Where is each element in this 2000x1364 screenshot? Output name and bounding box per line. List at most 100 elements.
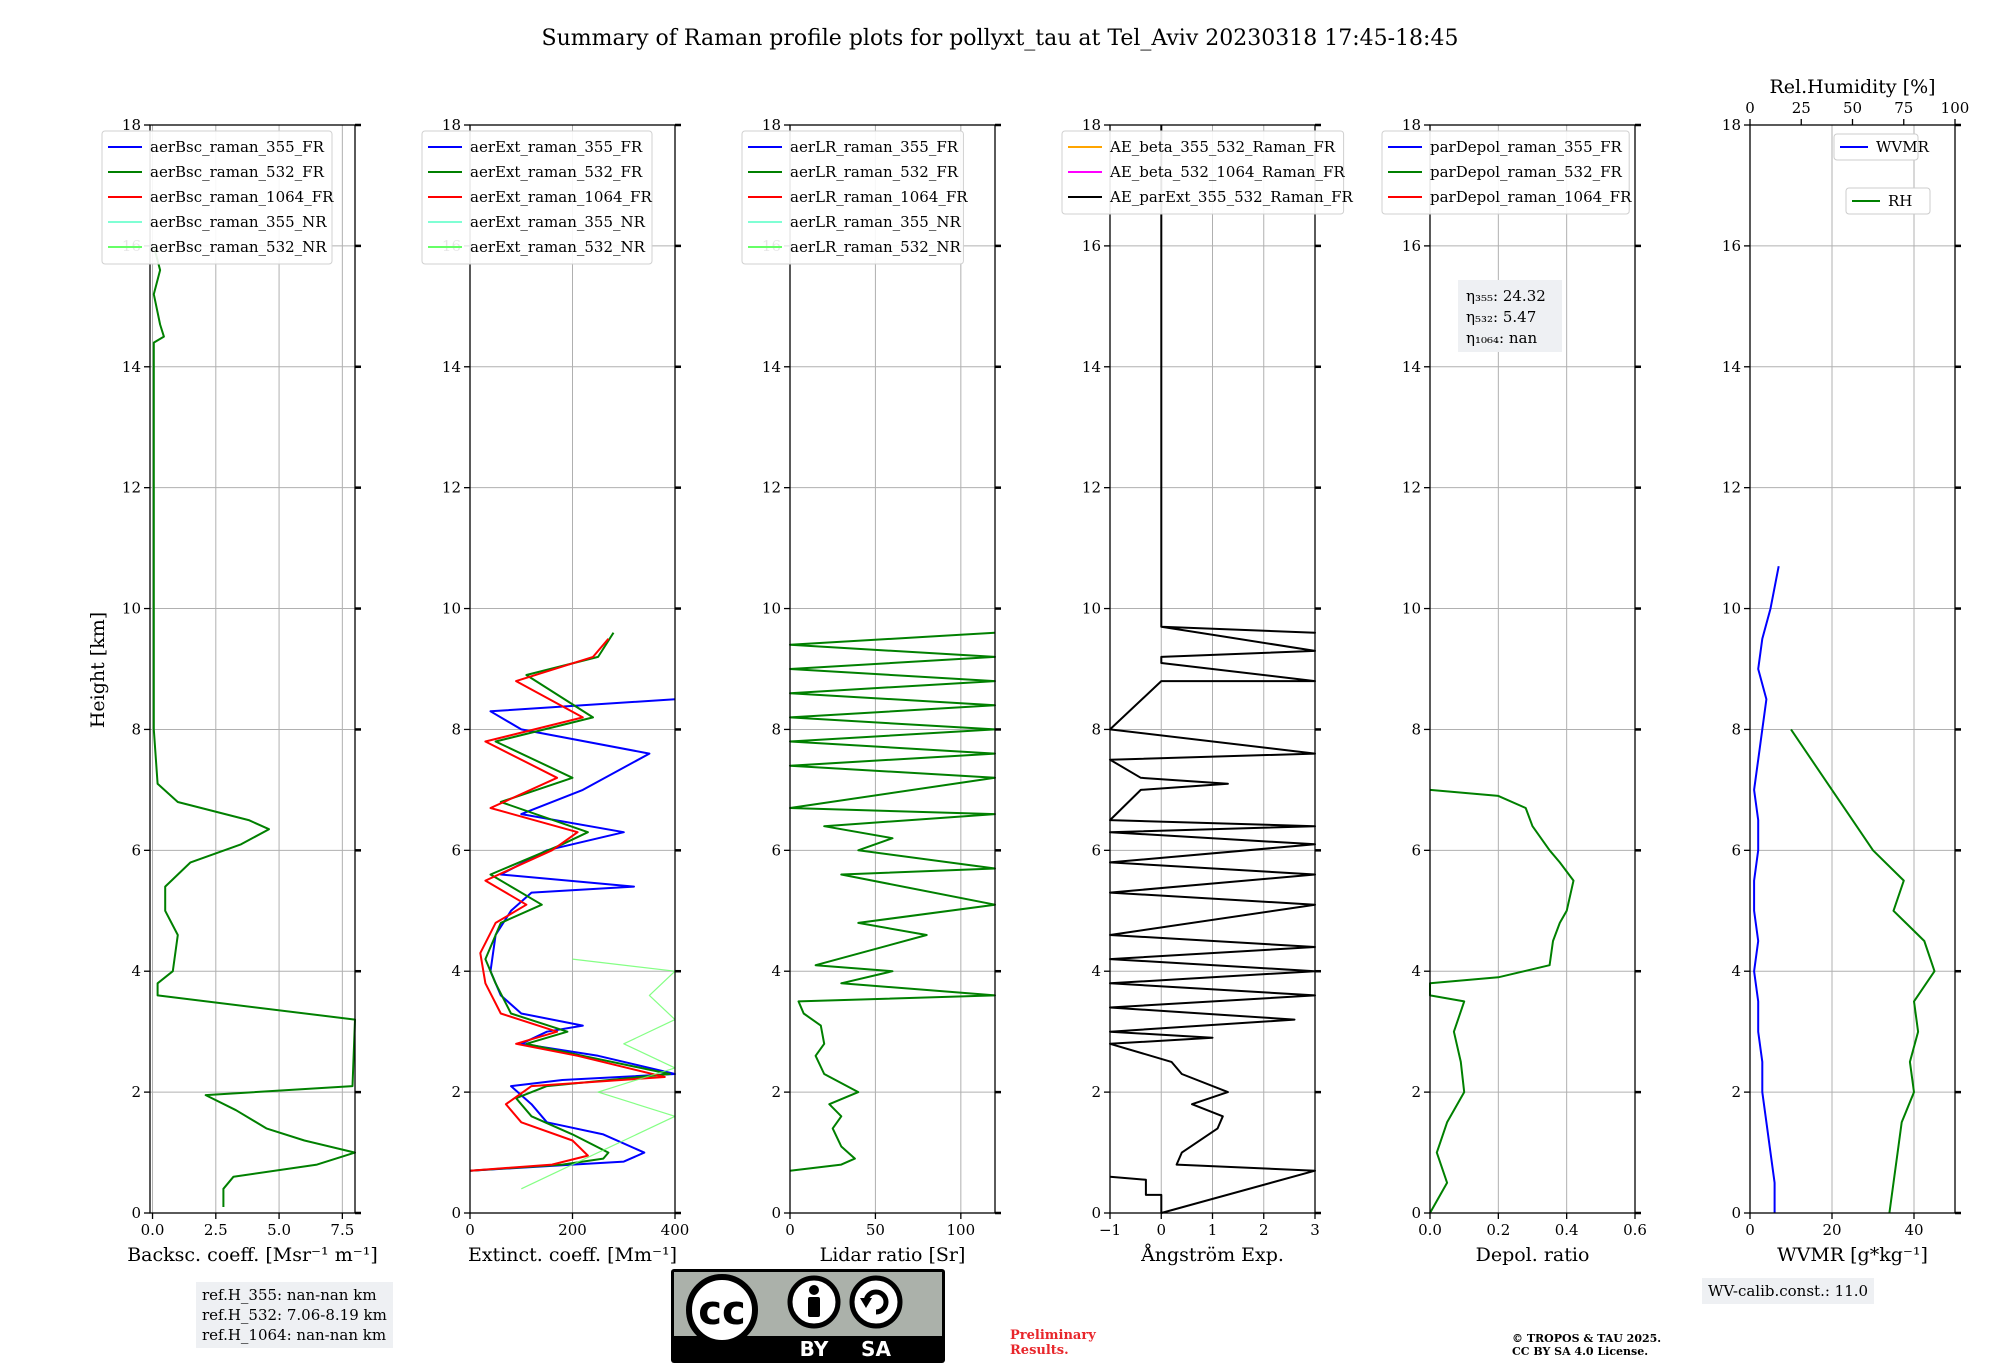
legend-entry: RH [1888,192,1912,210]
axes-frame [1749,124,1956,1214]
x-tick-label: 7.5 [330,1221,354,1239]
preliminary-results-note: Preliminary Results. [1010,1328,1096,1358]
legend-box [1833,133,1919,161]
y-tick-label: 12 [1402,479,1421,497]
cc-logo-icon [686,1274,758,1346]
y-tick-label: 2 [1411,1083,1421,1101]
ref-h-355: ref.H_355: nan-nan km [202,1286,377,1304]
x-tick-label: 0.0 [1418,1221,1442,1239]
x2-axis-label: Rel.Humidity [%] [1769,76,1935,98]
share-alike-icon [849,1275,903,1329]
y-tick-label: 18 [1402,116,1421,134]
y-tick-label: 4 [131,962,141,980]
x-tick-label: 0 [785,1221,795,1239]
copyright-note: © TROPOS & TAU 2025. CC BY SA 4.0 Licens… [1512,1332,1661,1358]
x-tick-label: 40 [1904,1221,1923,1239]
legend-entry: aerBsc_raman_532_NR [150,238,327,256]
y-tick-label: 2 [131,1083,141,1101]
legend-entry: parDepol_raman_1064_FR [1430,188,1632,206]
x2-tick-label: 100 [1941,99,1970,117]
cc-logo-text: cc [698,1288,745,1334]
y-tick-label: 12 [1722,479,1741,497]
y-tick-label: 10 [762,600,781,618]
y-tick-label: 0 [1091,1204,1101,1222]
legend-entry: aerExt_raman_1064_FR [470,188,652,206]
y-tick-label: 6 [1411,841,1421,859]
depol-annotation-line: η₅₃₂: 5.47 [1466,308,1536,326]
legend-entry: aerExt_raman_355_FR [470,138,643,156]
y-tick-label: 6 [771,841,781,859]
axes-frame [789,124,996,1214]
x-tick-label: 2.5 [204,1221,228,1239]
y-tick-label: 2 [451,1083,461,1101]
y-tick-label: 0 [131,1204,141,1222]
series-line-RH [1790,728,1936,1214]
y-tick-label: 8 [451,720,461,738]
y-tick-label: 0 [1731,1204,1741,1222]
y-tick-label: 12 [122,479,141,497]
y-tick-label: 8 [1411,720,1421,738]
x-axis-label: Lidar ratio [Sr] [820,1244,966,1266]
preliminary-line-1: Preliminary [1010,1328,1096,1343]
y-tick-label: 4 [451,962,461,980]
x-tick-label: 1 [1208,1221,1218,1239]
legend-entry: aerBsc_raman_355_NR [150,213,327,231]
y-tick-label: 16 [1402,237,1421,255]
x-tick-label: 0.6 [1623,1221,1647,1239]
legend-entry: aerExt_raman_355_NR [470,213,646,231]
x-axis-label: Backsc. coeff. [Msr⁻¹ m⁻¹] [127,1244,378,1266]
x-tick-label: 0.0 [141,1221,165,1239]
y-tick-label: 14 [1722,358,1741,376]
x-tick-label: 5.0 [267,1221,291,1239]
series-line-aerExt_raman_355_FR [469,698,676,1172]
series-line-aerLR_raman_532_FR [789,631,996,1172]
ref-h-1064: ref.H_1064: nan-nan km [202,1326,387,1344]
x2-tick-label: 50 [1843,99,1862,117]
y-tick-label: 18 [442,116,461,134]
y-tick-label: 6 [131,841,141,859]
y-tick-label: 6 [451,841,461,859]
x2-tick-label: 25 [1792,99,1811,117]
legend-box [1061,130,1345,215]
by-label: BY [800,1337,829,1361]
x-axis-label: Extinct. coeff. [Mm⁻¹] [468,1244,677,1266]
y-tick-label: 10 [1082,600,1101,618]
x-tick-label: 0 [1156,1221,1166,1239]
y-tick-label: 16 [1082,237,1101,255]
preliminary-line-2: Results. [1010,1343,1069,1358]
x-axis-label: WVMR [g*kg⁻¹] [1777,1244,1928,1266]
y-tick-label: 14 [442,358,461,376]
y-tick-label: 0 [451,1204,461,1222]
legend-entry: AE_beta_355_532_Raman_FR [1109,138,1336,156]
y-tick-label: 12 [1082,479,1101,497]
x-tick-label: 0 [1745,1221,1755,1239]
y-tick-label: 2 [1091,1083,1101,1101]
wv-calib-box: WV-calib.const.: 11.0 [1702,1278,1875,1304]
x-tick-label: 50 [866,1221,885,1239]
x-tick-label: 0.2 [1486,1221,1510,1239]
y-tick-label: 2 [1731,1083,1741,1101]
copyright-line-2: CC BY SA 4.0 License. [1512,1345,1649,1358]
wv-calib-text: WV-calib.const.: 11.0 [1708,1282,1869,1300]
y-tick-label: 14 [1402,358,1421,376]
x-axis-label: Depol. ratio [1476,1244,1590,1266]
y-tick-label: 16 [1722,237,1741,255]
series-line-aerBsc_raman_532_FR [152,245,356,1207]
reference-height-box: ref.H_355: nan-nan km ref.H_532: 7.06-8.… [196,1282,393,1348]
x-tick-label: 20 [1822,1221,1841,1239]
depol-annotation-line: η₁₀₆₄: nan [1466,329,1537,347]
y-tick-label: 8 [771,720,781,738]
legend-entry: parDepol_raman_355_FR [1430,138,1623,156]
legend-entry: aerLR_raman_532_NR [790,238,961,256]
x-tick-label: 200 [558,1221,587,1239]
cc-by-sa-badge: cc BY SA [671,1269,945,1363]
series-line-parDepol_raman_532_FR [1429,788,1575,1214]
legend-box [421,130,653,265]
legend-entry: aerLR_raman_355_FR [790,138,959,156]
legend-box [101,130,333,265]
figure-title: Summary of Raman profile plots for polly… [542,26,1459,51]
y-tick-label: 18 [762,116,781,134]
y-tick-label: 12 [762,479,781,497]
legend-box [741,130,964,265]
